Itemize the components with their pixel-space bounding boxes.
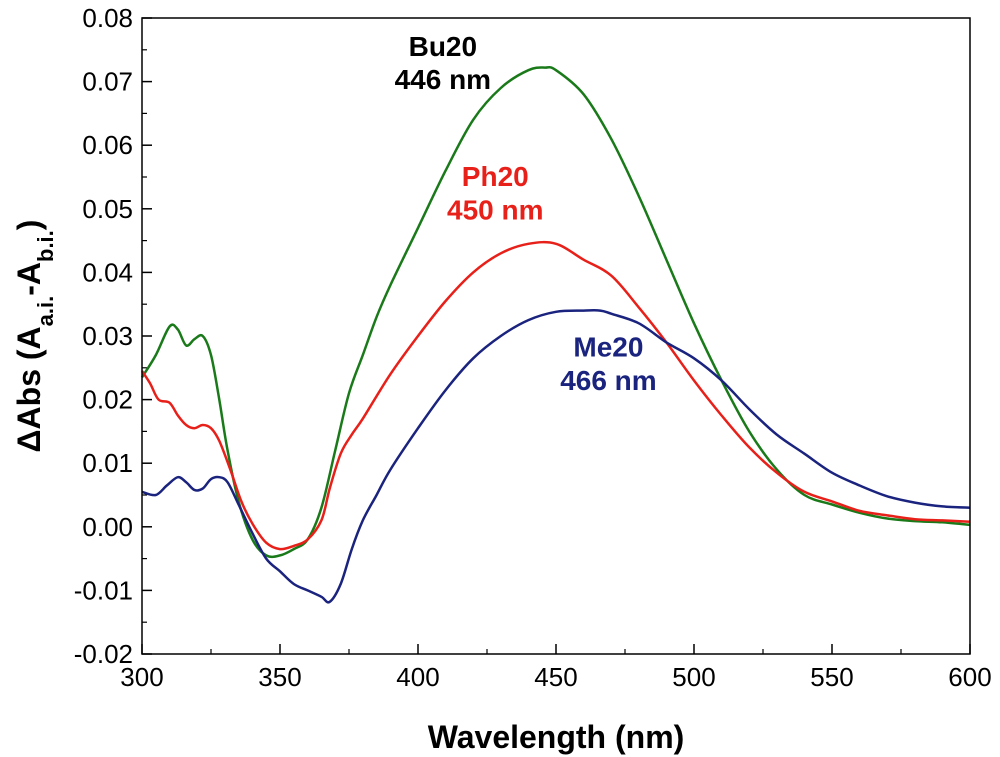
y-axis-title-suffix: ) [11, 220, 47, 231]
x-tick-label: 400 [396, 662, 439, 692]
y-axis-title-prefix: ΔAbs (A [11, 326, 47, 452]
series-layer [140, 65, 971, 604]
annotation-1-line-2: 446 nm [395, 64, 492, 95]
annotation-3-line-2: 466 nm [560, 365, 657, 396]
y-axis-title-sub1: a.i. [33, 296, 58, 327]
y-tick-label: 0.06 [82, 130, 133, 160]
y-axis-title-sub2: b.i. [33, 230, 58, 262]
y-tick-label: 0.00 [82, 512, 133, 542]
y-tick-label: 0.07 [82, 67, 133, 97]
x-axis-title: Wavelength (nm) [428, 719, 685, 755]
annotation-2-line-2: 450 nm [447, 195, 544, 226]
y-tick-label: 0.04 [82, 257, 133, 287]
x-tick-label: 300 [120, 662, 163, 692]
x-tick-label: 350 [258, 662, 301, 692]
ticks-layer: 300 350 400 450 500 550 600 -0.02 -0.01 0.00 0.01 0… [74, 3, 992, 692]
x-tick-label: 500 [672, 662, 715, 692]
y-tick-label: 0.05 [82, 194, 133, 224]
y-tick-label: 0.02 [82, 385, 133, 415]
y-tick-label: 0.08 [82, 3, 133, 33]
plot-frame [141, 17, 971, 655]
series-line-2 [140, 240, 971, 551]
y-tick-label: 0.01 [82, 448, 133, 478]
series-line-1 [140, 65, 971, 559]
x-tick-label: 450 [534, 662, 577, 692]
y-axis-title: ΔAbs (Aa.i.-Ab.i.) [11, 220, 58, 453]
annotation-1-line-1: Bu20 [409, 31, 477, 62]
x-tick-label: 550 [810, 662, 853, 692]
annotation-3-line-1: Me20 [573, 331, 643, 362]
y-tick-label: -0.01 [74, 575, 133, 605]
series-line-3 [141, 309, 971, 604]
y-axis-title-mid: -A [11, 262, 47, 296]
annotation-2-line-1: Ph20 [462, 161, 529, 192]
y-tick-label: -0.02 [74, 639, 133, 669]
y-tick-label: 0.03 [82, 321, 133, 351]
x-tick-label: 600 [948, 662, 991, 692]
